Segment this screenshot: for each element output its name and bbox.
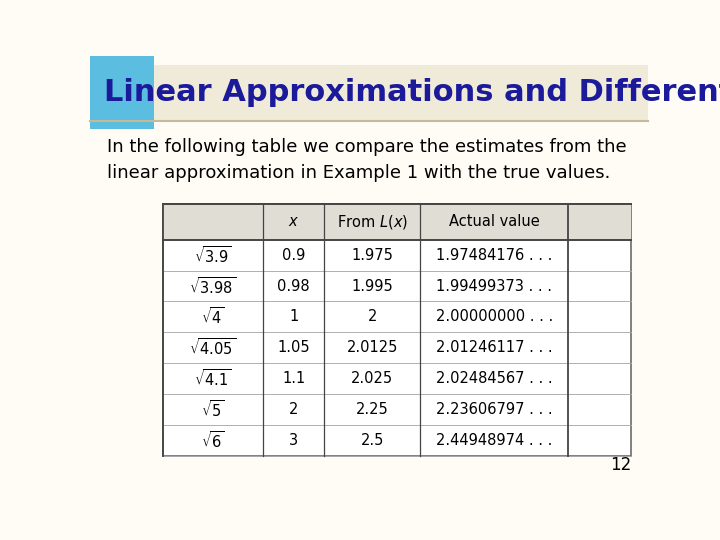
Bar: [163, 204, 631, 456]
Text: 0.98: 0.98: [277, 279, 310, 294]
Text: $\sqrt{4.05}$: $\sqrt{4.05}$: [189, 338, 236, 358]
Text: From $L(x)$: From $L(x)$: [337, 213, 408, 231]
Text: 0.9: 0.9: [282, 248, 305, 263]
Text: $x$: $x$: [288, 214, 300, 230]
Text: $\sqrt{3.9}$: $\sqrt{3.9}$: [194, 245, 232, 266]
Text: 2.23606797 . . .: 2.23606797 . . .: [436, 402, 552, 417]
Text: Actual value: Actual value: [449, 214, 539, 230]
Text: $\sqrt{4}$: $\sqrt{4}$: [201, 306, 225, 327]
Text: 12: 12: [610, 456, 631, 474]
Text: 1.975: 1.975: [351, 248, 393, 263]
Text: Linear Approximations and Differentials: Linear Approximations and Differentials: [104, 78, 720, 107]
Text: 2: 2: [368, 309, 377, 325]
Text: 2.00000000 . . .: 2.00000000 . . .: [436, 309, 553, 325]
Text: 2.25: 2.25: [356, 402, 389, 417]
Text: 1.1: 1.1: [282, 371, 305, 386]
Text: 2.01246117 . . .: 2.01246117 . . .: [436, 340, 552, 355]
Text: $\sqrt{3.98}$: $\sqrt{3.98}$: [189, 275, 236, 296]
Text: 2.5: 2.5: [361, 433, 384, 448]
Bar: [90, 65, 648, 121]
Text: 2.44948974 . . .: 2.44948974 . . .: [436, 433, 552, 448]
Text: 2: 2: [289, 402, 299, 417]
Text: $\sqrt{4.1}$: $\sqrt{4.1}$: [194, 368, 232, 389]
Text: 1: 1: [289, 309, 298, 325]
Text: $\sqrt{5}$: $\sqrt{5}$: [201, 399, 225, 420]
Text: 1.99499373 . . .: 1.99499373 . . .: [436, 279, 552, 294]
Text: 2.0125: 2.0125: [346, 340, 398, 355]
Text: 1.995: 1.995: [351, 279, 393, 294]
Text: In the following table we compare the estimates from the
linear approximation in: In the following table we compare the es…: [107, 138, 626, 182]
Text: 2.025: 2.025: [351, 371, 393, 386]
Text: 2.02484567 . . .: 2.02484567 . . .: [436, 371, 552, 386]
Text: 1.05: 1.05: [277, 340, 310, 355]
Text: 3: 3: [289, 433, 298, 448]
Text: $\sqrt{6}$: $\sqrt{6}$: [201, 430, 225, 451]
Bar: [163, 204, 631, 240]
Text: 1.97484176 . . .: 1.97484176 . . .: [436, 248, 552, 263]
Bar: [90, 57, 154, 129]
